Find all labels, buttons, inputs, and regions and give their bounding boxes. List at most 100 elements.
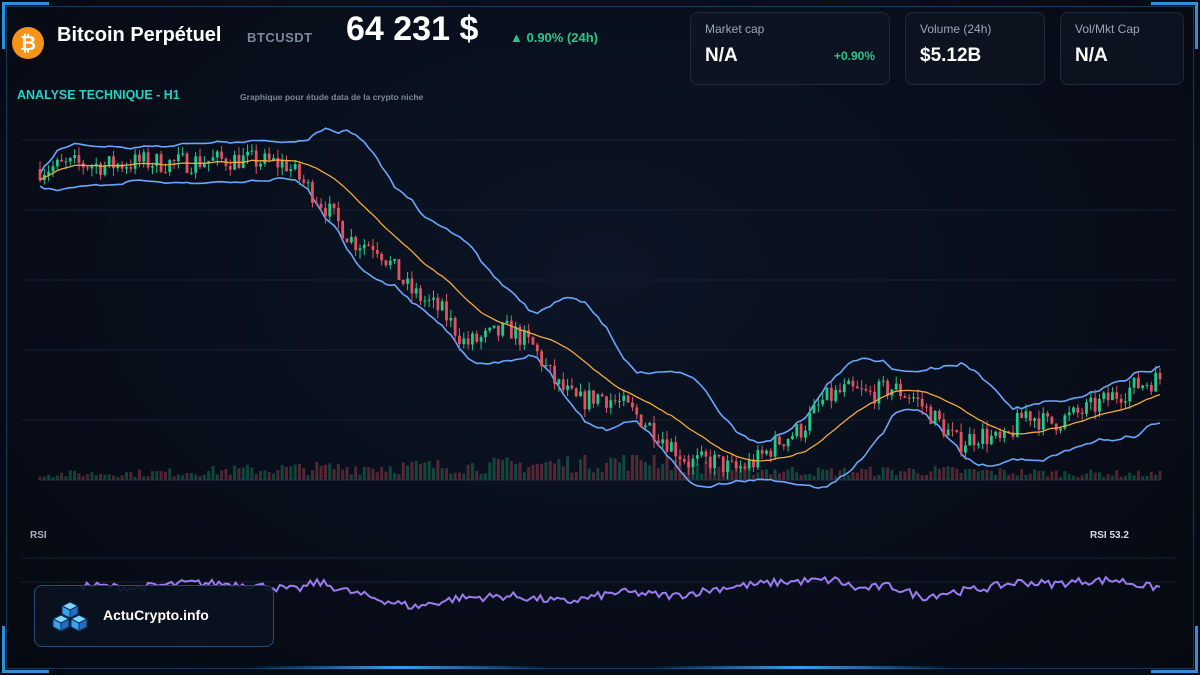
volume-bar-53 (267, 472, 271, 480)
candle-body-143 (656, 440, 660, 444)
volume-bar-66 (323, 464, 327, 480)
candle-body-162 (739, 466, 742, 469)
candle-body-233 (1046, 413, 1049, 417)
volume-bar-137 (630, 455, 634, 480)
volume-bar-11 (86, 474, 90, 480)
candle-body-242 (1085, 402, 1088, 414)
candle-body-135 (622, 395, 626, 401)
candle-body-98 (462, 338, 466, 344)
volume-bar-244 (1093, 472, 1097, 480)
volume-bar-138 (635, 455, 639, 480)
volume-bar-230 (1033, 469, 1037, 480)
candle-body-64 (315, 202, 319, 204)
candle-body-202 (912, 397, 915, 399)
candle-body-32 (176, 154, 180, 162)
volume-bar-173 (786, 469, 790, 480)
candle-body-107 (501, 323, 505, 336)
candle-body-115 (535, 344, 539, 352)
volume-bar-172 (782, 471, 786, 480)
candle-body-132 (609, 400, 613, 408)
volume-bar-121 (561, 466, 565, 480)
candle-body-189 (855, 386, 859, 389)
candle-body-104 (488, 327, 492, 331)
volume-bar-210 (946, 466, 950, 480)
candle-body-85 (406, 278, 409, 284)
volume-bar-236 (1059, 477, 1063, 480)
candle-body-66 (324, 207, 327, 217)
vol-mkt-cap-card: Vol/Mkt Cap N/A (1060, 12, 1184, 85)
volume-bar-70 (341, 469, 345, 480)
candle-body-255 (1141, 385, 1145, 389)
candle-body-76 (367, 244, 371, 246)
candle-body-204 (920, 398, 924, 407)
candle-body-20 (125, 167, 128, 169)
candle-body-33 (181, 153, 185, 155)
candle-body-127 (587, 390, 591, 410)
volume-bar-110 (514, 463, 518, 480)
volume-bar-127 (587, 468, 591, 480)
volume-bar-161 (734, 462, 738, 480)
candle-body-28 (159, 154, 163, 172)
candle-body-116 (540, 351, 544, 367)
candle-body-234 (1050, 416, 1054, 424)
candle-body-110 (514, 326, 518, 339)
volume-bar-179 (812, 475, 816, 480)
volume-bar-49 (250, 467, 254, 480)
volume-bar-95 (449, 473, 453, 480)
candle-body-177 (804, 430, 807, 438)
volume-bar-178 (808, 473, 812, 480)
candle-body-80 (384, 260, 388, 266)
candle-body-142 (652, 422, 656, 441)
volume-bar-217 (976, 471, 980, 480)
volume-bar-249 (1115, 470, 1119, 480)
volume-bar-246 (1102, 476, 1106, 480)
candle-body-31 (172, 160, 176, 162)
candle-body-57 (285, 160, 288, 171)
volume-bar-45 (233, 465, 237, 480)
market-cap-card: Market cap N/A +0.90% (690, 12, 890, 85)
candle-body-118 (548, 364, 552, 366)
volume-bar-101 (475, 470, 479, 480)
candle-body-219 (985, 428, 989, 445)
candle-body-158 (721, 456, 725, 473)
volume-bar-190 (860, 468, 864, 480)
candle-body-65 (319, 203, 323, 208)
volume-bar-23 (137, 469, 141, 480)
volume-bar-254 (1136, 470, 1140, 480)
candle-body-16 (107, 156, 111, 166)
candle-body-198 (894, 383, 898, 390)
market-cap-value: N/A (705, 45, 738, 66)
volume-bar-7 (68, 470, 72, 480)
bollinger-lower-line (39, 177, 1161, 489)
volume-bar-123 (570, 472, 574, 480)
candle-body-137 (631, 402, 634, 408)
volume-bar-43 (224, 469, 228, 480)
candle-body-203 (916, 397, 920, 399)
candle-body-191 (864, 388, 868, 391)
candle-body-172 (782, 444, 786, 447)
volume-bar-99 (466, 464, 470, 480)
volume-bar-90 (427, 461, 431, 480)
volume-bar-168 (764, 469, 768, 480)
volume-bar-240 (1076, 476, 1080, 480)
candle-body-229 (1028, 411, 1032, 421)
volume-bar-200 (903, 471, 907, 480)
brand-badge[interactable]: ActuCrypto.info (34, 585, 274, 647)
candle-body-29 (164, 171, 167, 173)
volume-bar-183 (829, 468, 833, 480)
candle-body-88 (419, 288, 422, 302)
candle-body-108 (505, 320, 509, 324)
volume-bar-213 (959, 472, 963, 480)
volume-bar-204 (920, 475, 924, 480)
candle-body-105 (492, 325, 496, 328)
volume-bar-56 (280, 465, 284, 480)
volume-bar-206 (929, 471, 933, 480)
candle-body-77 (371, 245, 375, 250)
frame-glow-right (650, 666, 950, 669)
candle-body-147 (674, 442, 678, 457)
volume-bar-51 (259, 470, 263, 480)
volume-bar-111 (518, 462, 522, 480)
candle-body-174 (791, 436, 794, 440)
volume-bar-40 (211, 465, 215, 480)
